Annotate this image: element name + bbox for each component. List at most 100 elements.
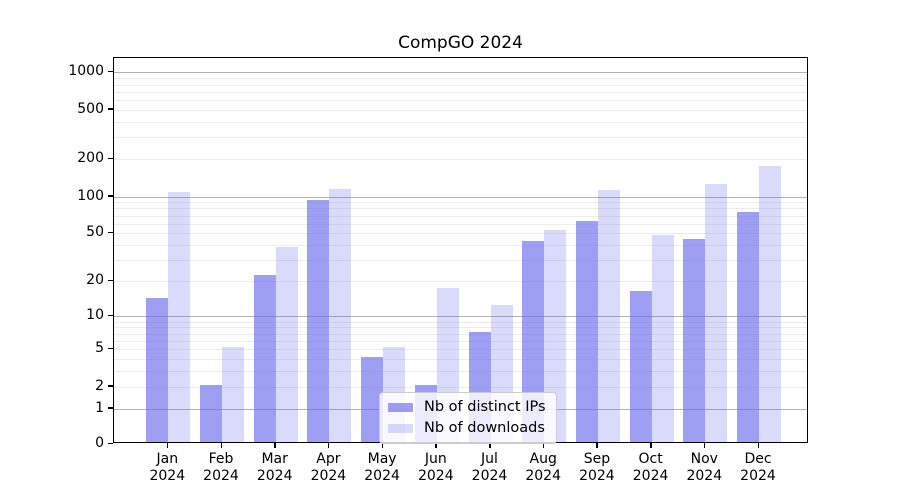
x-tick-mark — [650, 443, 652, 448]
legend-label-downloads: Nb of downloads — [424, 420, 545, 436]
chart-title: CompGO 2024 — [398, 33, 523, 53]
bar-downloads-dec — [759, 166, 781, 442]
y-gridline-minor — [114, 386, 807, 388]
y-tick-label: 200 — [77, 150, 104, 167]
x-tick-label-may: May 2024 — [364, 451, 400, 484]
y-gridline-minor — [114, 202, 807, 204]
y-tick-label: 50 — [86, 224, 104, 241]
y-tick-mark — [108, 231, 113, 234]
x-tick-mark — [220, 443, 222, 448]
y-gridline-minor — [114, 223, 807, 225]
bar-downloads-oct — [651, 234, 674, 442]
y-tick-label: 10 — [86, 307, 104, 324]
y-gridline-minor — [114, 371, 807, 372]
y-gridline-minor — [114, 137, 807, 139]
y-gridline-minor — [114, 78, 807, 80]
y-tick-mark — [108, 314, 113, 317]
bar-downloads-nov — [705, 183, 728, 442]
y-gridline-major — [114, 316, 807, 318]
y-gridline-minor — [114, 327, 807, 329]
y-gridline-minor — [114, 91, 807, 93]
bar-downloads-mar — [275, 247, 298, 442]
bar-downloads-feb — [222, 347, 244, 442]
x-tick-label-jan: Jan 2024 — [149, 451, 186, 484]
y-gridline-major — [114, 196, 807, 198]
bar-distinct-ips-sep — [575, 220, 598, 442]
x-tick-label-aug: Aug 2024 — [525, 451, 561, 484]
y-gridline-minor — [114, 333, 807, 335]
y-tick-label: 1 — [95, 399, 104, 416]
x-tick-mark — [542, 443, 545, 448]
x-tick-mark — [381, 443, 384, 448]
legend-swatch-distinct-ips — [388, 402, 413, 412]
y-gridline-minor — [114, 159, 807, 161]
y-tick-mark — [108, 157, 113, 160]
y-gridline-minor — [114, 359, 807, 360]
y-gridline-minor — [114, 109, 807, 111]
bar-distinct-ips-aug — [522, 240, 545, 442]
y-gridline-minor — [114, 245, 807, 247]
x-tick-mark — [435, 443, 437, 448]
x-tick-mark — [327, 443, 330, 448]
x-tick-label-mar: Mar 2024 — [256, 451, 293, 484]
y-gridline-minor — [114, 208, 807, 210]
legend-label-distinct-ips: Nb of distinct IPs — [424, 399, 546, 415]
bar-downloads-sep — [597, 190, 620, 442]
bar-downloads-aug — [544, 230, 567, 442]
bar-distinct-ips-feb — [200, 384, 222, 442]
y-gridline-minor — [114, 233, 807, 235]
y-tick-label: 100 — [77, 187, 104, 204]
legend-item-downloads: Nb of downloads — [388, 419, 546, 437]
x-tick-mark — [596, 443, 598, 448]
bar-distinct-ips-may — [361, 357, 384, 442]
x-tick-label-apr: Apr 2024 — [310, 451, 347, 484]
y-gridline-minor — [114, 281, 807, 283]
x-tick-label-sep: Sep 2024 — [579, 451, 615, 484]
bar-distinct-ips-apr — [307, 200, 330, 442]
y-tick-label: 20 — [86, 272, 104, 289]
x-tick-label-oct: Oct 2024 — [632, 451, 669, 484]
y-tick-mark — [108, 385, 113, 387]
y-tick-label: 1000 — [68, 63, 104, 80]
y-tick-mark — [108, 195, 113, 197]
y-gridline-minor — [114, 321, 807, 323]
plot-area — [113, 57, 808, 443]
y-tick-mark — [108, 108, 113, 110]
x-tick-mark — [489, 443, 491, 448]
y-gridline-minor — [114, 84, 807, 86]
legend: Nb of distinct IPs Nb of downloads — [379, 392, 557, 444]
x-tick-mark — [703, 443, 706, 448]
y-gridline-minor — [114, 340, 807, 342]
y-tick-mark — [108, 442, 113, 444]
x-tick-mark — [166, 443, 169, 448]
bar-downloads-apr — [329, 189, 352, 442]
x-tick-label-jun: Jun 2024 — [417, 451, 454, 484]
y-gridline-major — [114, 72, 807, 74]
bar-distinct-ips-nov — [683, 239, 706, 442]
y-tick-label: 500 — [77, 100, 104, 117]
bar-distinct-ips-jan — [146, 297, 169, 442]
legend-swatch-downloads — [388, 423, 413, 433]
y-tick-label: 0 — [95, 435, 104, 451]
y-tick-label: 2 — [95, 377, 104, 394]
bar-downloads-jan — [168, 191, 191, 442]
x-tick-mark — [757, 443, 759, 448]
x-tick-label-jul: Jul 2024 — [471, 451, 508, 484]
bar-distinct-ips-mar — [253, 274, 276, 442]
x-tick-mark — [274, 443, 276, 448]
x-tick-label-nov: Nov 2024 — [686, 451, 723, 484]
x-tick-label-dec: Dec 2024 — [740, 451, 776, 484]
y-gridline-minor — [114, 349, 807, 351]
bar-distinct-ips-dec — [737, 212, 759, 442]
bar-distinct-ips-oct — [629, 290, 652, 442]
y-gridline-minor — [114, 215, 807, 217]
legend-item-distinct-ips: Nb of distinct IPs — [388, 398, 546, 416]
y-tick-mark — [108, 347, 113, 350]
x-tick-label-feb: Feb 2024 — [203, 451, 239, 484]
y-gridline-minor — [114, 260, 807, 262]
y-tick-mark — [108, 70, 113, 73]
y-tick-mark — [108, 279, 113, 282]
y-gridline-minor — [114, 100, 807, 101]
y-tick-label: 5 — [95, 340, 104, 357]
